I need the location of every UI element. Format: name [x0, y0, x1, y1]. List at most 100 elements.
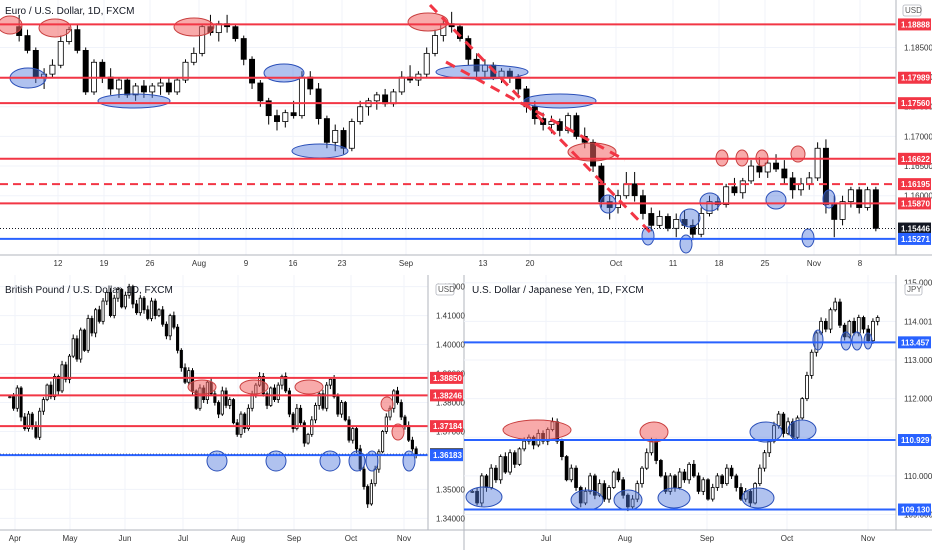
candle — [639, 189, 646, 220]
candle — [49, 59, 56, 78]
candle — [781, 160, 788, 184]
x-tick-label: Jul — [541, 534, 551, 543]
candle — [82, 47, 89, 95]
candle — [517, 447, 522, 466]
candle — [168, 313, 172, 341]
candle — [479, 473, 484, 507]
candle — [351, 425, 355, 444]
x-tick-label: 19 — [100, 259, 109, 268]
level-label: 1.17989 — [901, 74, 930, 83]
candle — [809, 349, 814, 379]
candle — [715, 473, 720, 491]
support-highlight — [765, 190, 787, 210]
support-highlight — [402, 450, 416, 472]
x-tick-label: 20 — [526, 259, 535, 268]
candle — [302, 420, 306, 447]
x-tick-label: 16 — [289, 259, 298, 268]
x-tick-label: 11 — [669, 259, 678, 268]
support-highlight — [435, 64, 529, 80]
candle — [828, 307, 833, 334]
candle — [410, 436, 414, 452]
candle — [706, 478, 710, 501]
candle — [108, 288, 113, 318]
candle — [822, 139, 829, 214]
candle — [593, 473, 597, 500]
level-label: 1.16195 — [901, 180, 930, 189]
candle — [26, 411, 31, 432]
x-tick-label: Aug — [192, 259, 206, 268]
support-highlight — [679, 208, 701, 228]
candle — [282, 109, 289, 128]
candle — [174, 77, 181, 95]
candle — [606, 195, 613, 220]
candle — [875, 315, 880, 326]
candle — [190, 47, 197, 66]
candle — [332, 124, 339, 152]
x-tick-label: Sep — [287, 534, 302, 543]
candle — [392, 389, 396, 413]
candle — [187, 367, 191, 385]
candle — [240, 35, 247, 66]
candle — [127, 283, 131, 299]
x-tick-label: 12 — [54, 259, 63, 268]
candle — [120, 287, 124, 309]
candle — [79, 327, 83, 363]
y-tick-label: 1.16000 — [904, 192, 932, 201]
level-label: 109.130 — [901, 506, 930, 515]
candle — [805, 371, 809, 402]
y-tick-label: 112.000 — [904, 395, 932, 404]
level-label: 1.37184 — [433, 422, 462, 431]
candle — [616, 468, 621, 483]
candle — [872, 186, 879, 232]
candle — [729, 465, 734, 479]
candle — [564, 455, 569, 482]
support-highlight — [851, 331, 863, 351]
candle — [71, 334, 75, 358]
candle — [105, 290, 109, 306]
candle — [626, 493, 630, 512]
candle — [739, 483, 743, 501]
candle — [764, 160, 771, 178]
level-label-bg — [898, 336, 931, 349]
candle — [328, 377, 332, 390]
candle — [664, 213, 671, 232]
x-tick-label: Jul — [178, 534, 188, 543]
candle — [142, 296, 146, 314]
y-tick-label: 1.34000 — [436, 514, 465, 523]
candle — [231, 398, 236, 425]
candle — [753, 482, 757, 505]
candle — [498, 454, 503, 484]
candle — [164, 321, 168, 340]
candle — [284, 372, 288, 394]
candle — [228, 397, 232, 410]
candle — [357, 100, 364, 125]
candle — [503, 452, 508, 474]
candle — [578, 485, 583, 508]
candle — [663, 472, 668, 494]
level-label: 113.457 — [901, 338, 930, 347]
candle — [574, 465, 578, 491]
x-tick-label: Oct — [345, 534, 358, 543]
candle — [814, 142, 821, 181]
candle — [340, 400, 344, 418]
usdjpy-title: U.S. Dollar / Japanese Yen, 1D, FXCM — [472, 285, 644, 296]
candle — [489, 464, 494, 490]
candle — [131, 284, 135, 309]
x-tick-label: 13 — [479, 259, 488, 268]
candle — [833, 297, 838, 312]
gbpusd-currency: USD — [438, 285, 455, 294]
candle — [153, 298, 157, 320]
candle — [757, 464, 762, 487]
candle — [724, 464, 729, 486]
level-label-bg — [430, 371, 463, 384]
candle — [276, 382, 280, 403]
trend-channel-line — [428, 3, 652, 234]
candle — [116, 287, 120, 302]
candle — [856, 186, 863, 214]
candle — [165, 77, 172, 95]
candle — [354, 426, 359, 454]
candle — [291, 411, 295, 433]
level-label: 1.36183 — [433, 451, 462, 460]
candle — [384, 413, 388, 434]
x-tick-label: Nov — [397, 534, 411, 543]
